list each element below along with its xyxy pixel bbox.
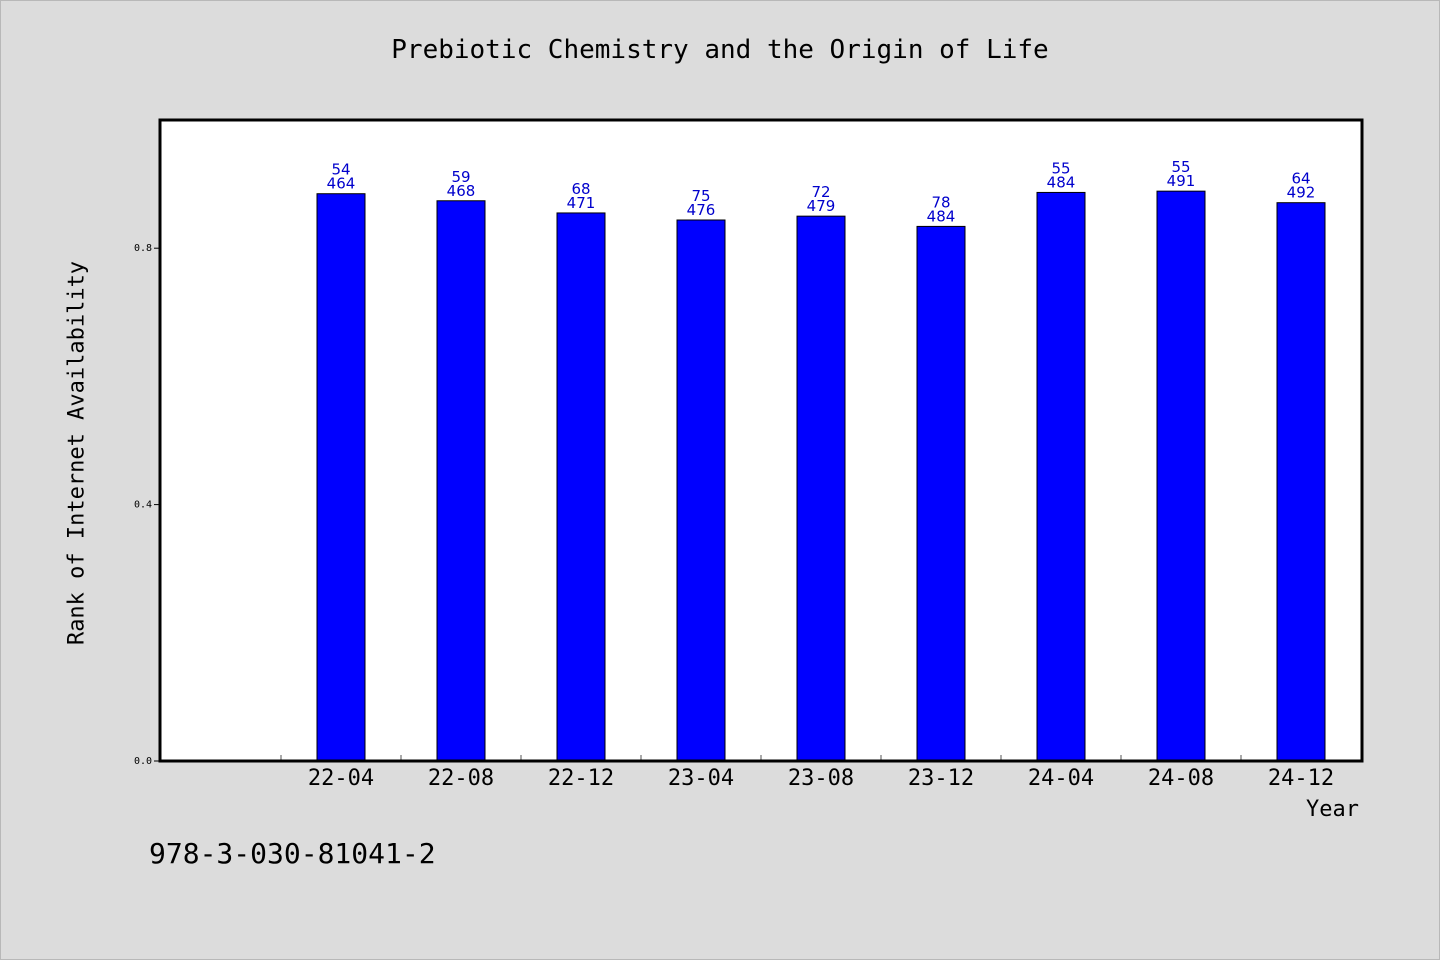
bar-label-top-24-08: 55 bbox=[1171, 158, 1190, 176]
bar-22-12 bbox=[556, 212, 606, 762]
bar-label-bottom-23-04: 476 bbox=[687, 201, 716, 219]
bar-label-top-23-08: 72 bbox=[811, 183, 830, 201]
bar-22-08 bbox=[436, 200, 486, 762]
bar-23-04 bbox=[676, 219, 726, 762]
bar-label-top-24-04: 55 bbox=[1051, 159, 1070, 177]
bar-24-12 bbox=[1276, 202, 1326, 762]
bar-label-bottom-24-12: 492 bbox=[1287, 184, 1316, 202]
x-tick-label-24-08: 24-08 bbox=[1148, 766, 1214, 791]
plot-frame bbox=[158, 118, 1364, 763]
bar-label-top-23-04: 75 bbox=[691, 187, 710, 205]
bar-label-bottom-23-12: 484 bbox=[927, 207, 956, 225]
bar-24-04 bbox=[1036, 191, 1086, 762]
bar-label-top-23-12: 78 bbox=[931, 193, 950, 211]
bar-label-bottom-22-12: 471 bbox=[567, 194, 596, 212]
bar-label-top-22-08: 59 bbox=[451, 168, 470, 186]
bar-label-bottom-22-04: 464 bbox=[327, 175, 356, 193]
bar-label-top-24-12: 64 bbox=[1291, 170, 1310, 188]
bar-label-bottom-24-04: 484 bbox=[1047, 173, 1076, 191]
bar-22-04 bbox=[316, 193, 366, 762]
bar-label-top-22-12: 68 bbox=[571, 180, 590, 198]
bar-label-bottom-24-08: 491 bbox=[1167, 172, 1196, 190]
x-tick-label-23-12: 23-12 bbox=[908, 766, 974, 791]
x-axis-label: Year bbox=[1306, 797, 1359, 822]
x-tick-label-22-04: 22-04 bbox=[308, 766, 374, 791]
bar-label-top-22-04: 54 bbox=[331, 161, 350, 179]
bar-label-bottom-22-08: 468 bbox=[447, 182, 476, 200]
bar-23-08 bbox=[796, 215, 846, 762]
x-tick-label-24-04: 24-04 bbox=[1028, 766, 1094, 791]
isbn-text: 978-3-030-81041-2 bbox=[149, 837, 436, 870]
bar-label-bottom-23-08: 479 bbox=[807, 197, 836, 215]
bar-24-08 bbox=[1156, 190, 1206, 762]
y-tick-label-2: 0.8 bbox=[134, 243, 152, 254]
chart-title: Prebiotic Chemistry and the Origin of Li… bbox=[391, 35, 1049, 65]
x-tick-label-23-04: 23-04 bbox=[668, 766, 734, 791]
y-tick-label-0: 0.0 bbox=[134, 756, 152, 767]
x-tick-label-22-12: 22-12 bbox=[548, 766, 614, 791]
y-tick-label-1: 0.4 bbox=[134, 500, 152, 511]
x-tick-label-22-08: 22-08 bbox=[428, 766, 494, 791]
x-tick-label-23-08: 23-08 bbox=[788, 766, 854, 791]
x-tick-label-24-12: 24-12 bbox=[1268, 766, 1334, 791]
bar-23-12 bbox=[916, 225, 966, 762]
